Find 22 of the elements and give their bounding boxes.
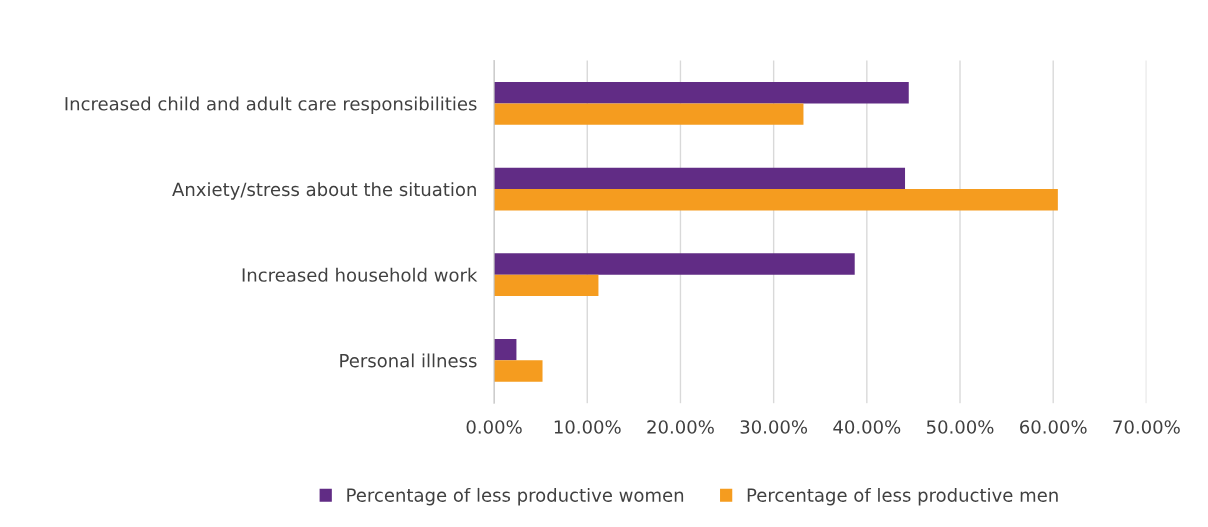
x-tick-label: 60.00% bbox=[1020, 420, 1087, 434]
bar bbox=[494, 103, 804, 125]
bar bbox=[494, 274, 599, 297]
y-tick-label: Increased child and adult care responsibilities bbox=[65, 96, 477, 115]
x-tick-label: 70.00% bbox=[1113, 420, 1180, 434]
x-tick-label: 30.00% bbox=[740, 420, 808, 434]
x-tick-label: 10.00% bbox=[554, 420, 621, 434]
bar bbox=[494, 360, 543, 382]
bar bbox=[494, 338, 517, 361]
bar bbox=[494, 82, 909, 104]
bar bbox=[494, 167, 906, 190]
x-tick-label: 20.00% bbox=[647, 420, 714, 434]
y-tick-label: Personal illness bbox=[340, 353, 477, 368]
x-tick-label: 50.00% bbox=[926, 420, 994, 434]
x-tick-label: 0.00% bbox=[466, 420, 522, 434]
bar bbox=[494, 189, 1058, 211]
legend-label: Percentage of less productive women bbox=[347, 487, 684, 506]
y-tick-label: Increased household work bbox=[242, 267, 478, 282]
bar bbox=[494, 253, 855, 275]
y-tick-label: Anxiety/stress about the situation bbox=[172, 182, 476, 200]
legend-label: Percentage of less productive men bbox=[747, 487, 1058, 506]
x-tick-label: 40.00% bbox=[833, 420, 901, 434]
